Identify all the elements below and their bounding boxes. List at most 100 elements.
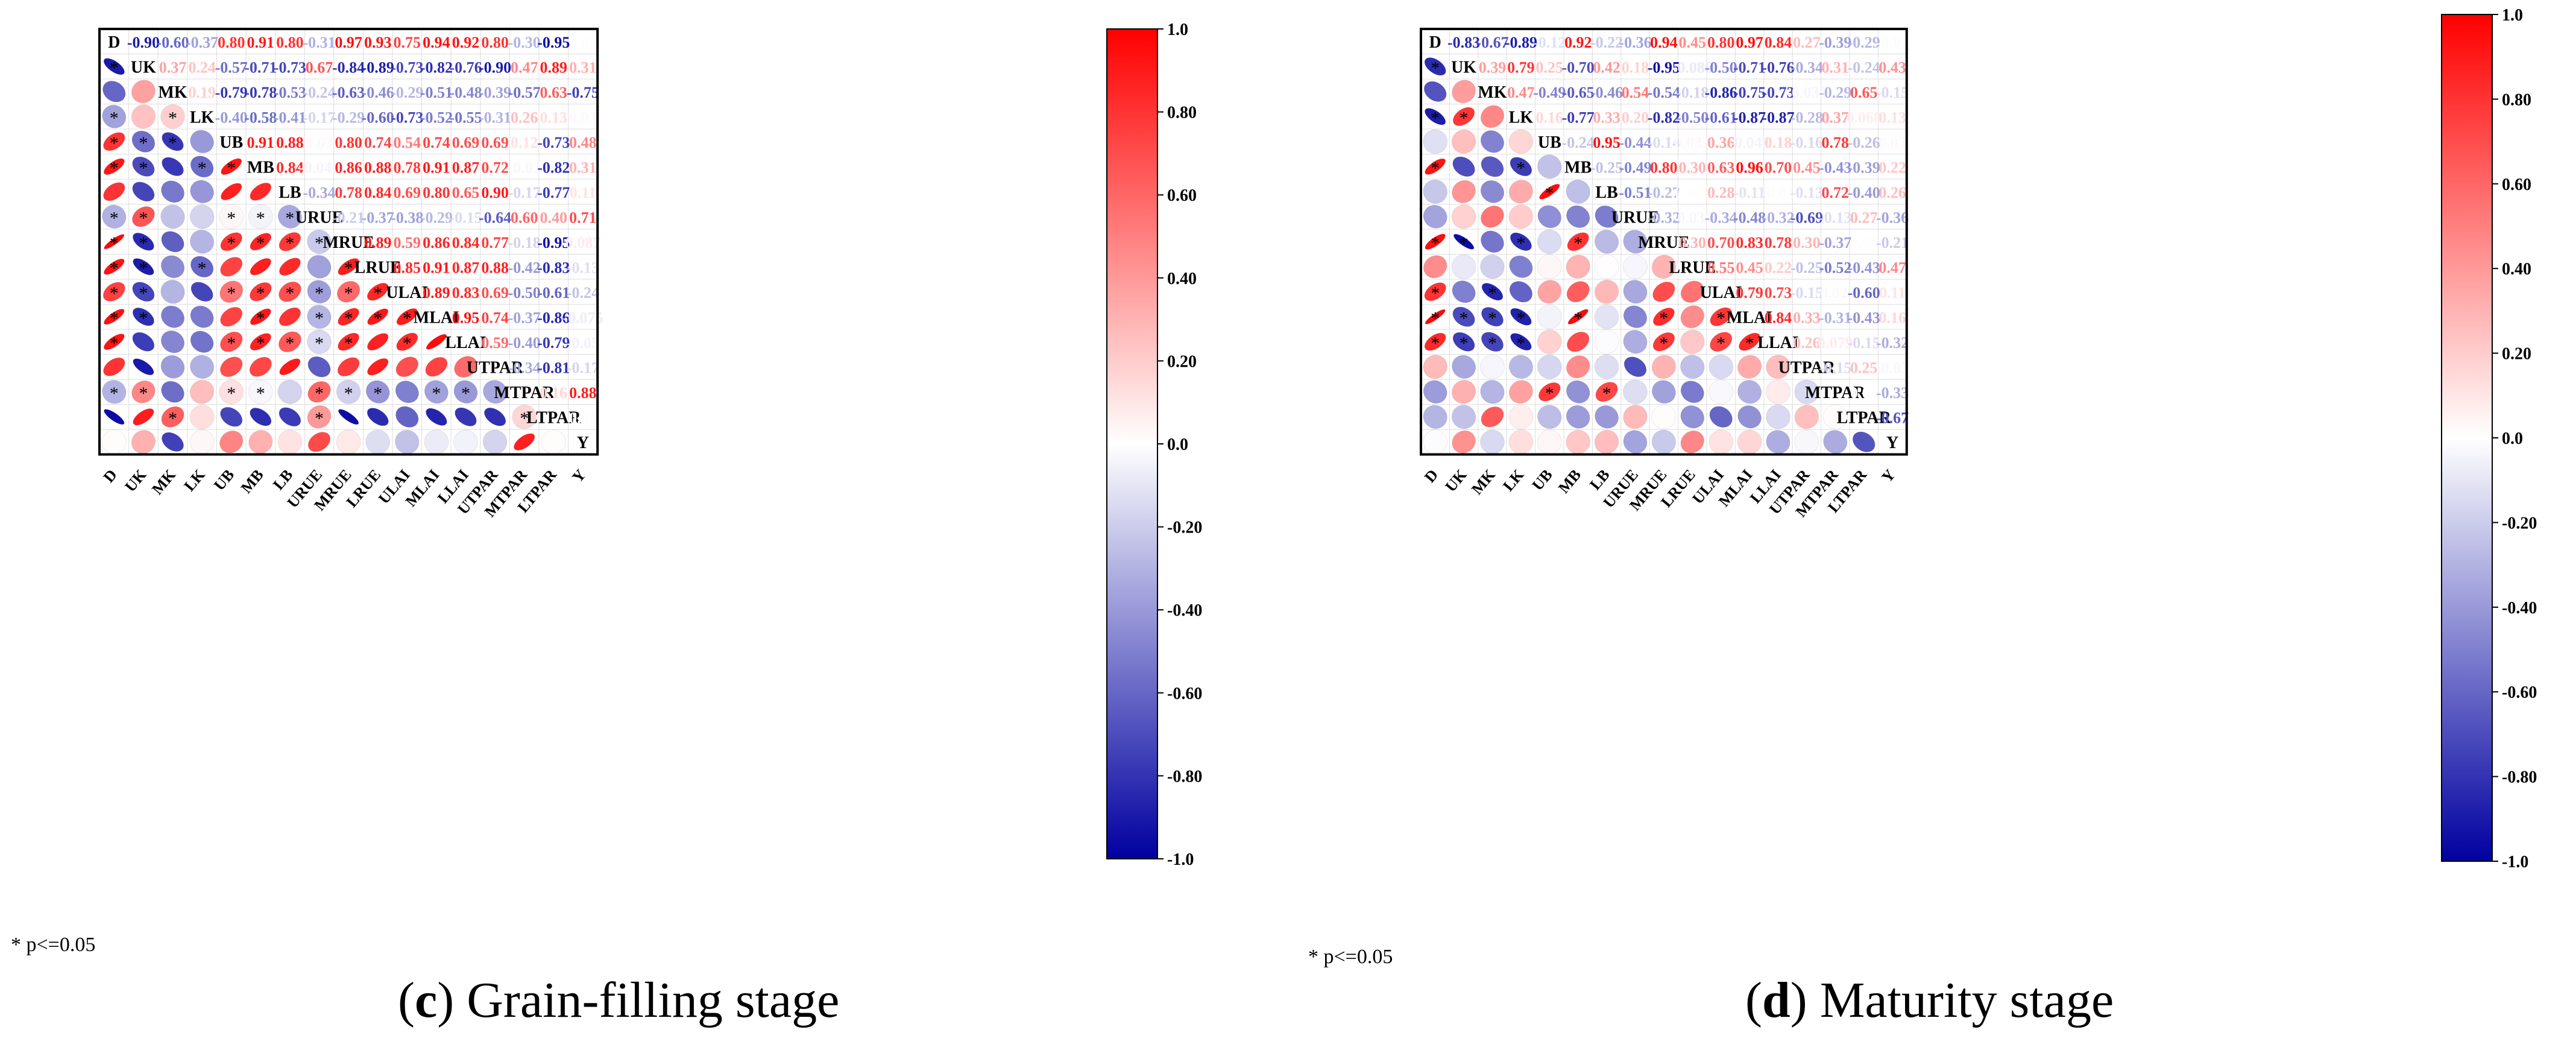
colorbar-tick-label: 1.0 — [2502, 6, 2523, 25]
correlation-value: 0.087 — [565, 234, 601, 251]
correlation-ellipse — [1623, 356, 1647, 378]
correlation-ellipse — [220, 183, 242, 201]
correlation-ellipse — [1537, 429, 1562, 455]
correlation-value: 0.25 — [1536, 58, 1564, 76]
colorbar-tick-label: -1.0 — [1167, 850, 1194, 869]
correlation-ellipse — [190, 256, 214, 278]
correlation-value: -0.17 — [508, 184, 541, 201]
correlation-value: -0.60 — [156, 34, 189, 51]
diagonal-label: D — [108, 33, 120, 52]
correlation-value: 0.03 — [1878, 134, 1906, 151]
correlation-value: -0.50 — [1705, 58, 1737, 76]
correlation-value: 0.70 — [1707, 234, 1735, 251]
correlation-ellipse — [102, 80, 126, 103]
significance-star: * — [344, 384, 353, 403]
x-axis-label: D — [1421, 466, 1441, 486]
correlation-ellipse — [160, 355, 185, 379]
correlation-value: 0.92 — [452, 34, 480, 51]
correlation-ellipse — [160, 204, 185, 229]
significance-star: * — [110, 384, 119, 403]
correlation-ellipse — [1680, 355, 1705, 379]
correlation-value: -0.60 — [362, 109, 394, 126]
significance-star: * — [315, 233, 324, 253]
significance-star: * — [1431, 334, 1440, 353]
correlation-value: -0.25 — [1790, 259, 1823, 276]
diagonal-label: Y — [577, 434, 589, 452]
correlation-value: -0.24 — [1562, 134, 1595, 151]
x-axis-label: D — [100, 466, 121, 486]
correlation-value: 0.079 — [1818, 334, 1853, 352]
correlation-value: -0.67 — [1476, 34, 1508, 51]
correlation-ellipse — [277, 379, 303, 405]
correlation-ellipse — [338, 332, 360, 351]
correlation-ellipse — [1566, 179, 1590, 204]
correlation-value: -0.51 — [1619, 184, 1651, 201]
correlation-ellipse — [1794, 379, 1819, 405]
significance-star: * — [1431, 158, 1440, 178]
matrix-frame — [1420, 28, 1908, 456]
correlation-ellipse — [1452, 107, 1475, 126]
correlation-ellipse — [1425, 158, 1446, 175]
correlation-value: -0.76 — [1762, 58, 1794, 76]
correlation-value: 0.47 — [1878, 259, 1906, 276]
correlation-value: -0.57 — [215, 58, 248, 76]
correlation-value: 0.88 — [481, 259, 509, 276]
correlation-ellipse — [250, 333, 272, 351]
correlation-value: -0.79 — [215, 84, 248, 101]
correlation-ellipse — [365, 429, 391, 455]
correlation-ellipse — [1508, 404, 1534, 429]
correlation-ellipse — [1623, 405, 1648, 429]
correlation-value: 0.97 — [335, 34, 362, 51]
correlation-ellipse — [279, 281, 301, 302]
correlation-value: -0.81 — [537, 359, 570, 376]
correlation-ellipse — [132, 232, 154, 251]
correlation-value: -0.17 — [567, 359, 599, 376]
significance-star: * — [1602, 384, 1611, 403]
correlation-value: 0.80 — [423, 184, 450, 201]
correlation-ellipse — [307, 255, 332, 279]
correlation-ellipse — [1594, 354, 1619, 379]
correlation-value: -0.73 — [537, 134, 570, 151]
correlation-value: -0.29 — [420, 209, 453, 226]
colorbar-tick-label: 1.0 — [1167, 21, 1188, 39]
colorbar-tick-label: 0.20 — [1167, 352, 1197, 371]
correlation-value: -0.86 — [1705, 84, 1737, 101]
correlation-value: -0.15 — [1819, 359, 1851, 376]
correlation-value: -0.53 — [274, 84, 306, 101]
correlation-ellipse — [1481, 306, 1504, 327]
significance-star: * — [1516, 233, 1525, 253]
correlation-ellipse — [131, 380, 156, 403]
correlation-value: -0.82 — [420, 58, 453, 76]
correlation-value: -0.70 — [1562, 58, 1595, 76]
correlation-ellipse — [191, 282, 213, 302]
correlation-ellipse — [1424, 332, 1446, 351]
correlation-ellipse — [189, 429, 215, 455]
x-axis-label: UB — [1528, 466, 1555, 494]
correlation-value: 0.27 — [1850, 209, 1878, 226]
correlation-value: 0.25 — [1850, 359, 1878, 376]
correlation-ellipse — [162, 132, 184, 151]
diagonal-label: UTPAR — [1778, 358, 1836, 377]
significance-star: * — [1488, 334, 1497, 353]
significance-star: * — [139, 233, 148, 253]
correlation-ellipse — [1595, 382, 1618, 402]
significance-star: * — [1716, 334, 1725, 353]
correlation-ellipse — [367, 408, 389, 426]
correlation-ellipse — [1508, 204, 1534, 229]
significance-star: * — [227, 283, 236, 303]
x-axis-label: LK — [180, 466, 209, 495]
correlation-value: 0.74 — [364, 134, 392, 151]
correlation-value: -0.89 — [1505, 34, 1537, 51]
correlation-value: 0.033 — [1675, 134, 1710, 151]
correlation-ellipse — [396, 332, 418, 351]
significance-star: * — [315, 408, 324, 428]
correlation-value: 0.59 — [481, 334, 509, 352]
correlation-value: 0.72 — [481, 159, 509, 176]
correlation-value: -0.34 — [1790, 58, 1823, 76]
correlation-ellipse — [102, 282, 125, 302]
correlation-ellipse — [1537, 280, 1562, 304]
correlation-ellipse — [1452, 156, 1475, 177]
correlation-ellipse — [1623, 379, 1648, 405]
correlation-ellipse — [1567, 309, 1589, 325]
correlation-value: 0.11 — [1879, 284, 1906, 302]
